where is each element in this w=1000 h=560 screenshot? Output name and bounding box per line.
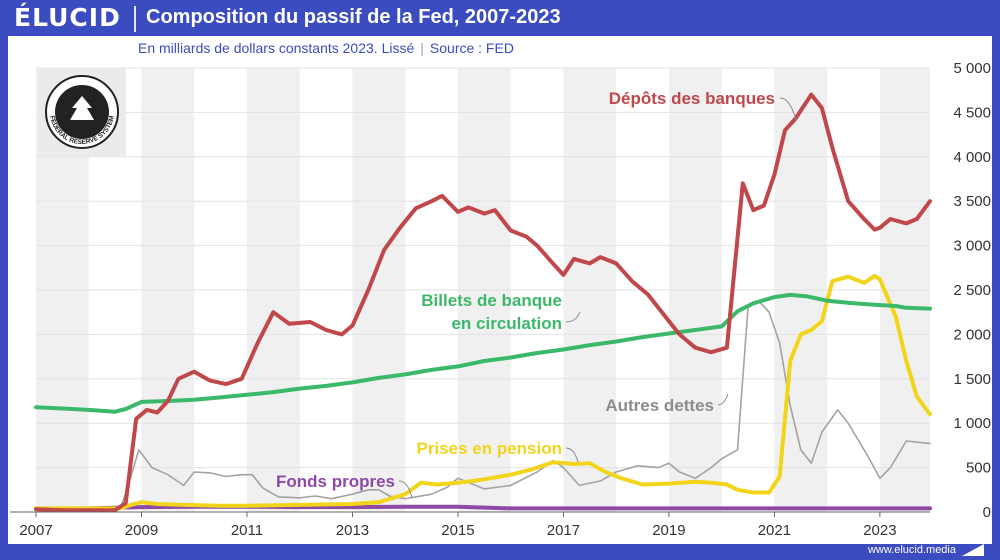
y-tick-label: 3 500 — [953, 193, 991, 210]
series-line-fonds — [34, 504, 932, 511]
header-divider — [134, 6, 136, 32]
series-line-prises — [34, 273, 932, 511]
series-lines — [34, 92, 932, 513]
header-bar: ÉLUCID Composition du passif de la Fed, … — [0, 0, 1000, 36]
x-tick-label: 2021 — [758, 522, 791, 539]
brand-mark-icon — [962, 544, 984, 556]
eagle-icon — [70, 96, 94, 120]
y-tick-label: 3 000 — [953, 238, 991, 255]
x-tick-label: 2007 — [19, 522, 52, 539]
series-line-billets — [34, 292, 932, 414]
gridlines — [36, 67, 930, 513]
y-tick-label: 5 000 — [953, 60, 991, 77]
footer-url[interactable]: www.elucid.media — [867, 544, 956, 556]
label-billets-line1: Billets de banque — [421, 291, 562, 310]
x-tick-label: 2015 — [441, 522, 474, 539]
annotations: Dépôts des banques Billets de banque en ci… — [276, 89, 797, 499]
y-tick-label: 2 000 — [953, 326, 991, 343]
leader-prises — [565, 447, 579, 463]
x-tick-label: 2009 — [125, 522, 158, 539]
chart-subtitle: En milliards de dollars constants 2023. … — [138, 40, 514, 56]
subtitle-separator: | — [420, 40, 424, 56]
x-tick-label: 2023 — [863, 522, 896, 539]
fed-seal: UNITED STATES FEDERAL RESERVE SYSTEM — [38, 68, 126, 156]
x-tick-label: 2013 — [336, 522, 369, 539]
label-fonds: Fonds propres — [276, 472, 395, 491]
y-tick-label: 4 500 — [953, 104, 991, 121]
y-tick-label: 2 500 — [953, 282, 991, 299]
leader-fonds — [398, 480, 413, 499]
label-autres: Autres dettes — [605, 396, 714, 415]
label-billets-line2: en circulation — [451, 314, 562, 333]
brand-logo: ÉLUCID — [14, 3, 121, 32]
y-tick-label: 500 — [966, 460, 991, 477]
x-tick-label: 2017 — [547, 522, 580, 539]
x-tick-label: 2019 — [652, 522, 685, 539]
year-bands — [36, 68, 930, 512]
y-tick-label: 4 000 — [953, 149, 991, 166]
label-prises: Prises en pension — [417, 439, 563, 458]
leader-autres — [717, 393, 729, 406]
subtitle-text: En milliards de dollars constants 2023. … — [138, 40, 415, 56]
label-depots: Dépôts des banques — [609, 89, 775, 108]
leader-billets — [565, 311, 581, 323]
series-line-depots — [34, 92, 932, 513]
y-tick-label: 1 500 — [953, 371, 991, 388]
leader-depots — [779, 97, 797, 121]
y-tick-label: 0 — [983, 504, 991, 521]
chart-title: Composition du passif de la Fed, 2007-20… — [146, 6, 561, 28]
axes: 0 500 1 000 1 500 2 000 2 500 3 000 3 500 4 000 4… — [10, 60, 991, 539]
source-text: Source : FED — [429, 40, 514, 56]
y-tick-label: 1 000 — [953, 415, 991, 432]
x-tick-label: 2011 — [231, 522, 263, 539]
